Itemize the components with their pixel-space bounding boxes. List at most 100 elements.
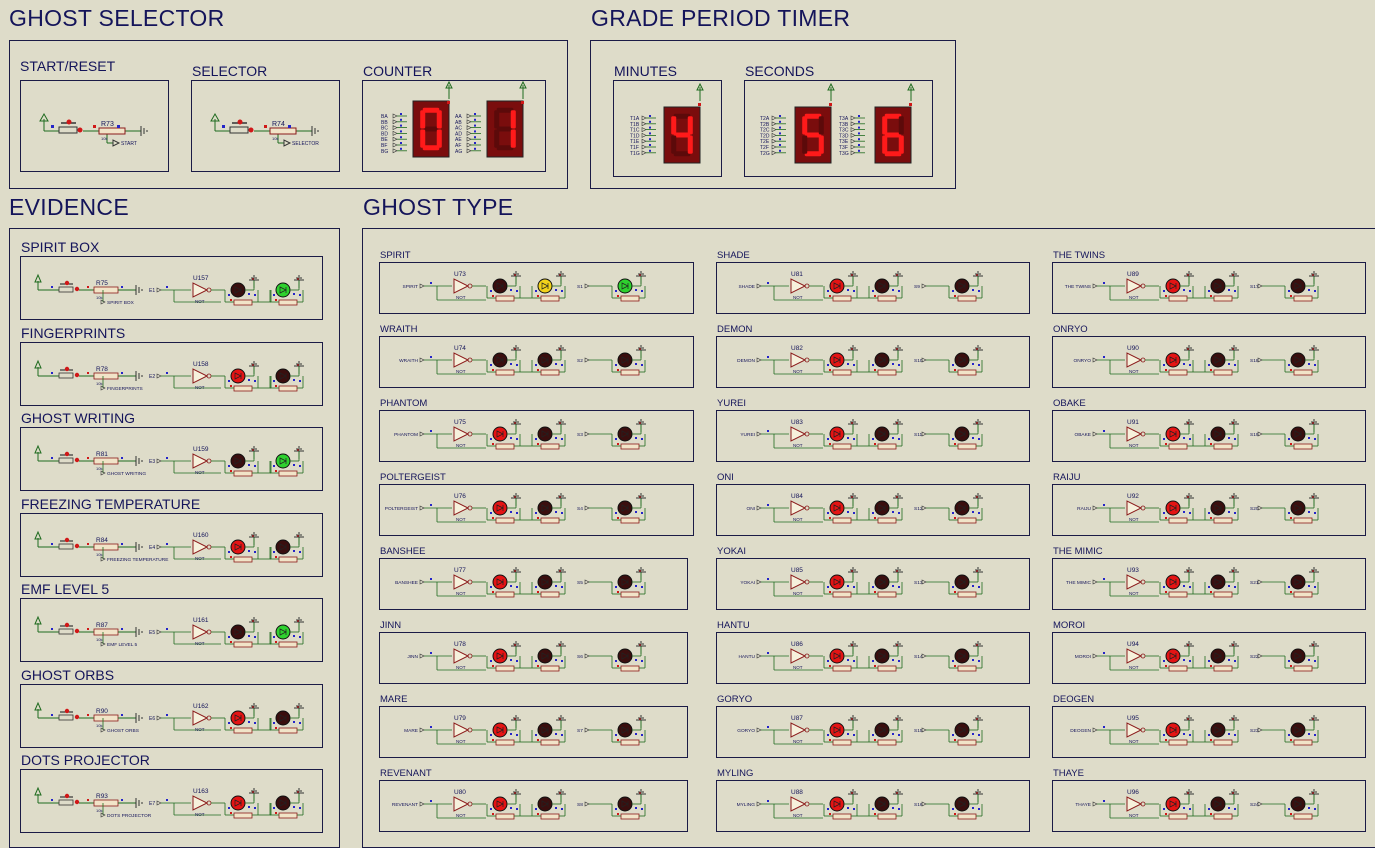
not-gate: U92 NOT <box>1126 493 1146 522</box>
ghost-type-label: SHADE <box>717 250 750 261</box>
svg-text:U157: U157 <box>193 275 209 282</box>
ghost-type-label: MYLING <box>717 768 754 779</box>
not-gate: U90 NOT <box>1126 345 1146 374</box>
ghost-type-circuit[interactable]: REVENANT U80 NOT S8 <box>379 780 688 832</box>
ghost-type-schematic: THE MIMIC U93 NOT S21 <box>1066 567 1319 598</box>
svg-text:U74: U74 <box>454 345 466 352</box>
evidence-label: GHOST WRITING <box>21 410 136 426</box>
evidence-led-1 <box>230 620 255 640</box>
svg-text:NOT: NOT <box>793 443 803 448</box>
svg-text:S10: S10 <box>914 358 923 364</box>
ghost-type-circuit[interactable]: DEMON U82 NOT S10 <box>716 336 1030 388</box>
svg-text:NOT: NOT <box>793 369 803 374</box>
ghost-led-1 <box>829 348 854 368</box>
svg-text:U161: U161 <box>193 617 209 624</box>
ghost-led-1 <box>829 274 854 294</box>
ghost-type-circuit[interactable]: ONRYO U90 NOT S18 <box>1052 336 1366 388</box>
evidence-led-2 <box>275 706 300 726</box>
not-gate: U161 NOT <box>192 617 212 646</box>
ghost-type-circuit[interactable]: WRAITH U74 NOT S2 <box>379 336 694 388</box>
evidence-schematic: R90 10k GHOST ORBS E6 U162 NOT <box>34 701 304 734</box>
svg-text:U90: U90 <box>1127 345 1139 352</box>
ghost-type-circuit[interactable]: BANSHEE U77 NOT S5 <box>379 558 688 610</box>
evidence-label: GHOST ORBS <box>21 667 115 683</box>
svg-text:BANSHEE: BANSHEE <box>395 580 418 586</box>
svg-text:U88: U88 <box>791 789 803 796</box>
ghost-led-3 <box>1290 718 1315 738</box>
ghost-type-circuit[interactable]: ONI U84 NOT S12 <box>716 484 1030 536</box>
svg-text:S7: S7 <box>577 728 583 734</box>
evidence-circuit[interactable]: R90 10k GHOST ORBS E6 U162 NOT <box>20 684 323 748</box>
svg-text:AB: AB <box>455 120 462 126</box>
evidence-label: DOTS PROJECTOR <box>21 752 150 768</box>
svg-text:U93: U93 <box>1127 567 1139 574</box>
ghost-type-label: SPIRIT <box>380 250 411 261</box>
ghost-type-circuit[interactable]: SPIRIT U73 NOT S1 <box>379 262 694 314</box>
ghost-led-3 <box>617 718 642 738</box>
ghost-type-circuit[interactable]: HANTU U86 NOT S14 <box>716 632 1030 684</box>
svg-text:BG: BG <box>381 149 388 155</box>
svg-text:NOT: NOT <box>793 813 803 818</box>
svg-text:NOT: NOT <box>1129 369 1139 374</box>
evidence-label: FINGERPRINTS <box>21 325 126 341</box>
svg-text:NOT: NOT <box>1129 591 1139 596</box>
ghost-type-circuit[interactable]: GORYO U87 NOT S15 <box>716 706 1030 758</box>
evidence-circuit[interactable]: R87 10k EMF LEVEL 5 E5 U161 NOT <box>20 598 323 662</box>
evidence-led-1 <box>230 278 255 298</box>
ghost-type-circuit[interactable]: DEOGEN U95 NOT S23 <box>1052 706 1366 758</box>
evidence-circuit[interactable]: R75 10k SPIRIT BOX E1 U157 NOT <box>20 256 323 320</box>
svg-text:NOT: NOT <box>195 812 205 817</box>
ghost-type-circuit[interactable]: THE MIMIC U93 NOT S21 <box>1052 558 1366 610</box>
svg-text:10k: 10k <box>96 381 102 386</box>
evidence-schematic: R75 10k SPIRIT BOX E1 U157 NOT <box>34 273 304 306</box>
ghost-type-circuit[interactable]: JINN U78 NOT S6 <box>379 632 688 684</box>
svg-text:T2B: T2B <box>760 122 770 128</box>
svg-text:T2F: T2F <box>760 145 769 151</box>
svg-text:WRAITH: WRAITH <box>399 358 418 364</box>
ghost-type-circuit[interactable]: MYLING U88 NOT S16 <box>716 780 1030 832</box>
svg-text:10k: 10k <box>96 637 102 642</box>
evidence-circuit[interactable]: R78 10k FINGERPRINTS E2 U158 NOT <box>20 342 323 406</box>
evidence-circuit[interactable]: R81 10k GHOST WRITING E3 U159 NOT <box>20 427 323 491</box>
svg-text:E6: E6 <box>149 716 155 722</box>
not-gate: U79 NOT <box>453 715 473 744</box>
ghost-type-circuit[interactable]: RAIJU U92 NOT S20 <box>1052 484 1366 536</box>
ghost-type-circuit[interactable]: OBAKE U91 NOT S19 <box>1052 410 1366 462</box>
ghost-led-3 <box>617 644 642 664</box>
ghost-type-circuit[interactable]: YUREI U83 NOT S11 <box>716 410 1030 462</box>
svg-text:S12: S12 <box>914 506 923 512</box>
ghost-type-circuit[interactable]: THAYE U96 NOT S24 <box>1052 780 1366 832</box>
ghost-led-1 <box>1165 718 1190 738</box>
counter-circuit[interactable]: BA BB BC BD BE BF BG 0 AA AB AC AD AE AF AG 1 <box>362 80 546 172</box>
svg-text:R81: R81 <box>96 451 108 458</box>
ghost-led-2 <box>874 348 899 368</box>
not-gate: U85 NOT <box>790 567 810 596</box>
ghost-type-label: YUREI <box>717 398 747 409</box>
svg-text:NOT: NOT <box>793 517 803 522</box>
svg-text:SHADE: SHADE <box>738 284 755 290</box>
not-gate: U157 NOT <box>192 275 212 304</box>
ghost-type-circuit[interactable]: PHANTOM U75 NOT S3 <box>379 410 694 462</box>
ghost-type-circuit[interactable]: MOROI U94 NOT S22 <box>1052 632 1366 684</box>
selector-circuit[interactable]: R74 10k SELECTOR <box>191 80 340 172</box>
evidence-circuit[interactable]: R93 10k DOTS PROJECTOR E7 U163 NOT <box>20 769 323 833</box>
start-reset-circuit[interactable]: R73 10k START <box>20 80 169 172</box>
svg-text:U95: U95 <box>1127 715 1139 722</box>
ghost-type-circuit[interactable]: POLTERGEIST U76 NOT S4 <box>379 484 694 536</box>
ghost-type-circuit[interactable]: THE TWINS U89 NOT S17 <box>1052 262 1366 314</box>
ghost-type-circuit[interactable]: SHADE U81 NOT S9 <box>716 262 1030 314</box>
svg-text:U94: U94 <box>1127 641 1139 648</box>
ghost-type-circuit[interactable]: MARE U79 NOT S7 <box>379 706 688 758</box>
ghost-type-circuit[interactable]: YOKAI U85 NOT S13 <box>716 558 1030 610</box>
evidence-circuit[interactable]: R84 10k FREEZING TEMPERATURE E4 U160 NOT <box>20 513 323 577</box>
evidence-led-1 <box>230 535 255 555</box>
svg-text:U160: U160 <box>193 532 209 539</box>
svg-text:T3G: T3G <box>839 151 849 157</box>
not-gate: U77 NOT <box>453 567 473 596</box>
svg-text:S13: S13 <box>914 580 923 586</box>
svg-text:FINGERPRINTS: FINGERPRINTS <box>107 386 143 392</box>
not-gate: U75 NOT <box>453 419 473 448</box>
svg-text:U162: U162 <box>193 703 209 710</box>
